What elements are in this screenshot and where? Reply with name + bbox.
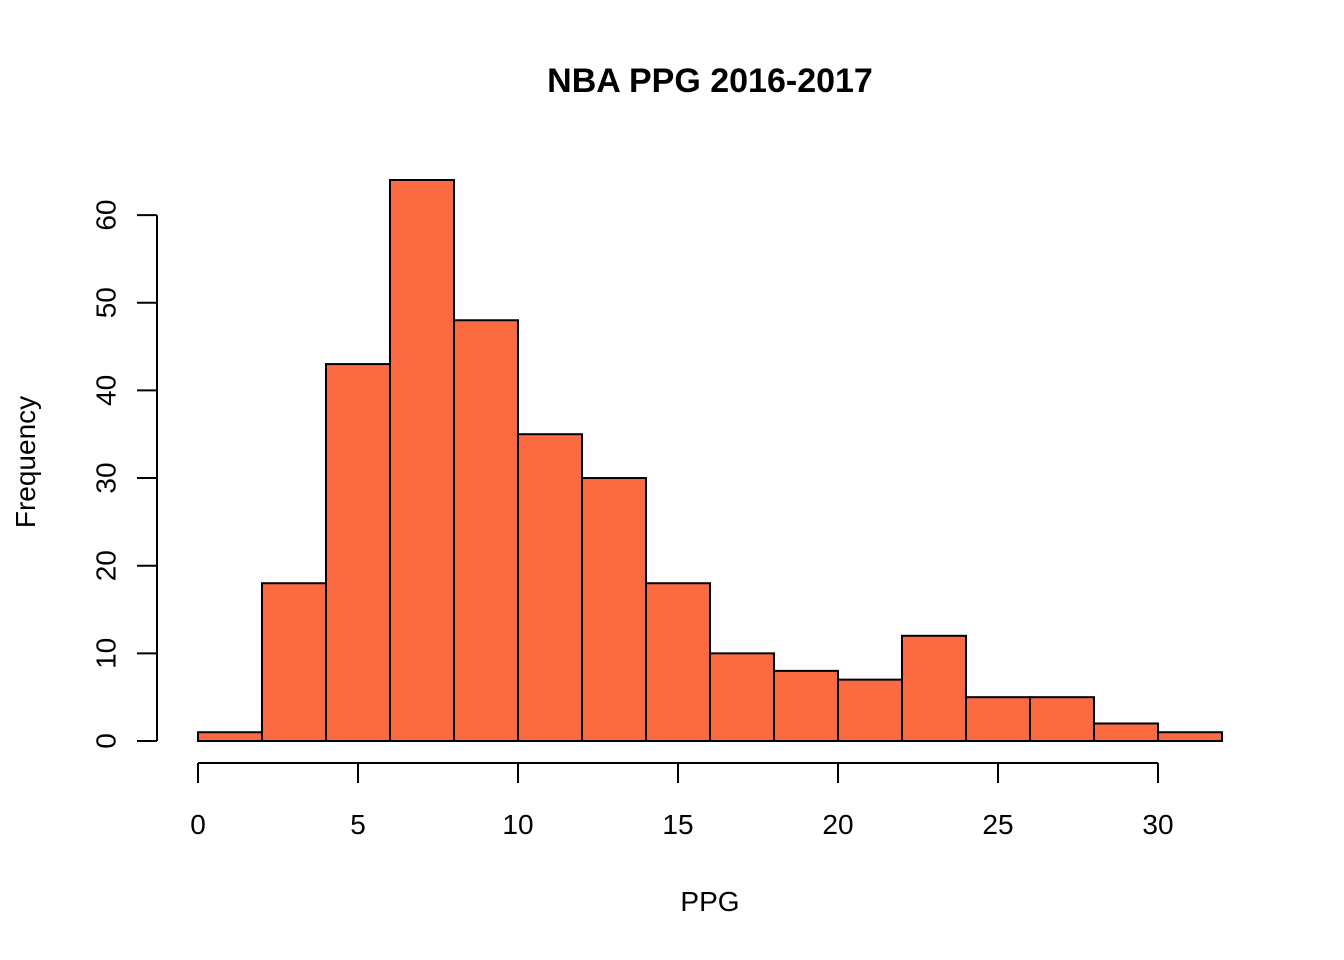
histogram-bar-7 xyxy=(645,582,711,742)
histogram-bar-11 xyxy=(901,634,967,742)
bar-group xyxy=(197,179,1223,742)
x-axis: 0 5 10 15 20 25 30 xyxy=(190,762,1174,840)
histogram-bar-12 xyxy=(965,696,1031,742)
histogram-bar-4 xyxy=(453,319,519,742)
histogram-bar-14 xyxy=(1093,722,1159,742)
x-tick-label-5: 25 xyxy=(982,809,1013,840)
histogram-bar-5 xyxy=(517,433,583,742)
histogram-bar-8 xyxy=(709,652,775,742)
chart-title: NBA PPG 2016-2017 xyxy=(547,62,873,100)
x-tick-label-4: 20 xyxy=(822,809,853,840)
x-axis-label: PPG xyxy=(680,886,739,917)
y-tick-label-4: 40 xyxy=(90,375,121,406)
y-axis-label: Frequency xyxy=(10,396,41,528)
histogram-bar-9 xyxy=(773,669,839,742)
histogram-bar-3 xyxy=(389,179,455,742)
x-tick-label-3: 15 xyxy=(662,809,693,840)
x-tick-label-1: 5 xyxy=(350,809,366,840)
y-tick-label-1: 10 xyxy=(90,638,121,669)
histogram-bar-10 xyxy=(837,678,903,742)
histogram-bar-1 xyxy=(261,582,327,742)
y-axis: 0 10 20 30 40 50 60 xyxy=(90,199,158,749)
y-tick-label-0: 0 xyxy=(90,733,121,749)
y-tick-label-3: 30 xyxy=(90,462,121,493)
histogram-bar-13 xyxy=(1029,696,1095,742)
histogram-bar-0 xyxy=(197,731,263,742)
histogram-bar-6 xyxy=(581,477,647,742)
histogram-bar-15 xyxy=(1157,731,1223,742)
y-tick-label-5: 50 xyxy=(90,287,121,318)
x-tick-label-0: 0 xyxy=(190,809,206,840)
y-tick-label-2: 20 xyxy=(90,550,121,581)
y-tick-label-6: 60 xyxy=(90,199,121,230)
x-tick-label-2: 10 xyxy=(502,809,533,840)
x-tick-label-6: 30 xyxy=(1142,809,1173,840)
histogram-bar-2 xyxy=(325,363,391,742)
